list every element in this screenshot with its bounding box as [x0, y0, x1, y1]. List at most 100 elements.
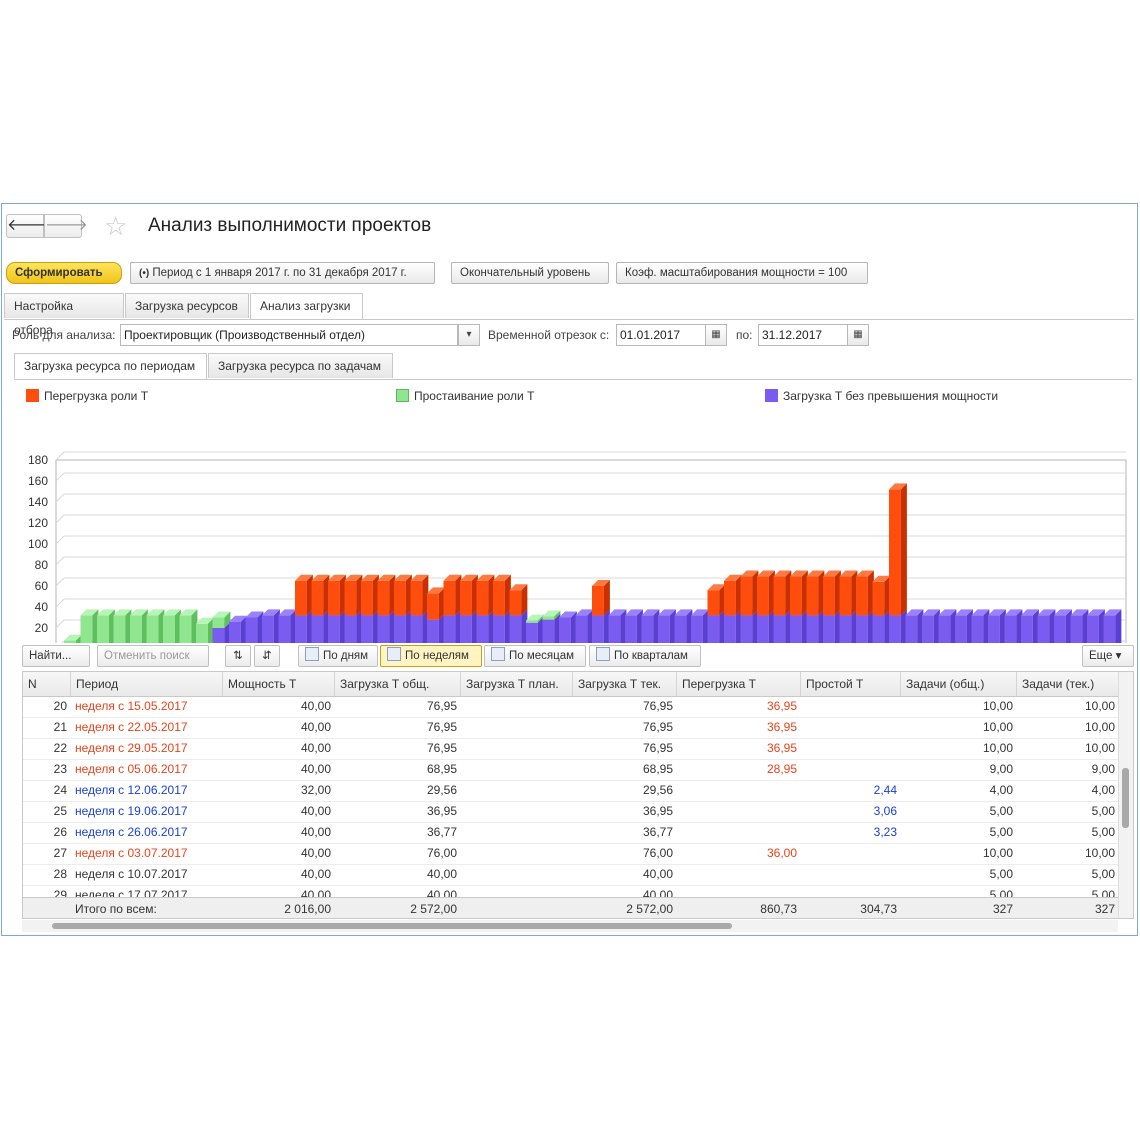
- bar-top: [146, 609, 165, 616]
- table-row[interactable]: 26 неделя с 26.06.2017 40,00 36,77 36,77 3,23…: [23, 822, 1119, 844]
- column-header[interactable]: Перегрузка Т: [677, 672, 801, 696]
- gridline-depth: [55, 472, 65, 482]
- final-level-button[interactable]: Окончательный уровень: [451, 262, 609, 284]
- bar-segment: [212, 617, 225, 628]
- tab-load-analysis[interactable]: Анализ загрузки: [250, 293, 363, 319]
- by-days-button[interactable]: По дням: [298, 645, 378, 667]
- bar-side: [587, 609, 594, 643]
- bar-top: [1087, 609, 1105, 616]
- table-cell: 24: [53, 783, 67, 797]
- tab-load-by-periods[interactable]: Загрузка ресурса по периодам: [14, 353, 207, 379]
- page-title: Анализ выполнимости проектов: [148, 215, 432, 236]
- bar-segment: [427, 593, 439, 620]
- bar-segment: [641, 615, 654, 643]
- table-cell: [461, 696, 573, 717]
- table-row[interactable]: 27 неделя с 03.07.2017 40,00 76,00 76,00 36,0…: [23, 843, 1119, 865]
- column-header[interactable]: Загрузка Т тек.: [573, 672, 677, 696]
- bar-segment: [608, 615, 621, 643]
- bar-side: [207, 617, 214, 643]
- column-header[interactable]: Период: [71, 672, 223, 696]
- column-header[interactable]: Мощность Т: [223, 672, 335, 696]
- horizontal-scrollbar[interactable]: [22, 920, 1118, 932]
- role-select[interactable]: Проектировщик (Производственный отдел): [120, 324, 458, 346]
- date-from-input[interactable]: 01.01.2017: [616, 324, 706, 346]
- calendar-icon: [387, 647, 401, 661]
- column-header[interactable]: Задачи (тек.): [1017, 672, 1119, 696]
- bar-segment: [740, 576, 753, 616]
- table-row[interactable]: 22 неделя с 29.05.2017 40,00 76,95 76,95 36,9…: [23, 738, 1119, 760]
- by-months-button[interactable]: По месяцам: [484, 645, 586, 667]
- bar-segment: [394, 615, 406, 643]
- bar-top: [476, 574, 495, 581]
- calendar-icon[interactable]: ▦: [705, 324, 727, 346]
- table-row[interactable]: 28 неделя с 10.07.2017 40,00 40,00 40,00 5,00…: [23, 864, 1119, 886]
- command-bar: Сформировать (•) Период с 1 января 2017 …: [6, 262, 1126, 286]
- radio-waves-icon: (•): [139, 268, 150, 279]
- table-row[interactable]: 20 неделя с 15.05.2017 40,00 76,95 76,95 36,9…: [23, 696, 1119, 718]
- date-to-input[interactable]: 31.12.2017: [758, 324, 848, 346]
- table-row[interactable]: 23 неделя с 05.06.2017 40,00 68,95 68,95 28,9…: [23, 759, 1119, 781]
- bar-segment: [773, 576, 786, 616]
- back-button[interactable]: 🡐: [6, 214, 50, 238]
- bar-segment: [658, 615, 670, 643]
- by-weeks-button[interactable]: По неделям: [380, 645, 482, 667]
- bar-side: [950, 609, 957, 643]
- bar-top: [1103, 609, 1122, 616]
- bar-segment: [377, 615, 390, 643]
- table-cell: 36,00: [766, 846, 797, 860]
- bar-side: [471, 609, 478, 643]
- chevron-down-icon[interactable]: ▾: [458, 324, 480, 346]
- bar-top: [262, 609, 280, 616]
- bar-segment: [361, 615, 373, 643]
- column-header[interactable]: Загрузка Т план.: [461, 672, 573, 696]
- forward-button[interactable]: 🡒: [44, 214, 88, 238]
- table-cell: [461, 822, 573, 843]
- bar-top: [889, 483, 907, 490]
- interval-label: Временной отрезок с:: [488, 328, 610, 342]
- bar-top: [394, 574, 412, 581]
- to-label: по:: [736, 328, 753, 342]
- table-cell: [801, 738, 901, 759]
- tab-load-by-tasks[interactable]: Загрузка ресурса по задачам: [208, 353, 393, 378]
- column-header[interactable]: N: [23, 672, 71, 696]
- table-row[interactable]: 21 неделя с 22.05.2017 40,00 76,95 76,95 36,9…: [23, 717, 1119, 739]
- table-row[interactable]: 25 неделя с 19.06.2017 40,00 36,95 36,95 3,06…: [23, 801, 1119, 823]
- period-button[interactable]: (•) Период с 1 января 2017 г. по 31 дека…: [130, 262, 435, 284]
- scroll-thumb[interactable]: [52, 923, 732, 929]
- vertical-scrollbar[interactable]: [1118, 672, 1133, 918]
- bar-top: [773, 570, 792, 577]
- bar-top: [559, 611, 577, 618]
- table-row[interactable]: 24 неделя с 12.06.2017 32,00 29,56 29,56 2,44…: [23, 780, 1119, 802]
- table-cell: 10,00: [1084, 699, 1115, 713]
- cancel-search-button[interactable]: Отменить поиск: [97, 645, 209, 667]
- bar-top: [955, 609, 973, 616]
- bar-side: [488, 609, 495, 643]
- table-cell: 20: [53, 699, 67, 713]
- column-header[interactable]: Задачи (общ.): [901, 672, 1017, 696]
- column-header[interactable]: Простой Т: [801, 672, 901, 696]
- bar-segment: [146, 615, 159, 643]
- find-button[interactable]: Найти...: [22, 645, 90, 667]
- bar-top: [196, 617, 214, 624]
- by-quarters-button[interactable]: По кварталам: [589, 645, 701, 667]
- scale-coef-button[interactable]: Коэф. масштабирования мощности = 100: [616, 262, 868, 284]
- favorite-star-icon[interactable]: ☆: [104, 211, 128, 241]
- calendar-icon[interactable]: ▦: [847, 324, 869, 346]
- sort-asc-icon[interactable]: ⇅: [225, 645, 251, 667]
- tab-resource-load[interactable]: Загрузка ресурсов: [125, 293, 249, 318]
- sort-desc-icon[interactable]: ⇵: [254, 645, 280, 667]
- bar-side: [339, 609, 346, 643]
- legend-idle: Простаивание роли Т: [396, 389, 534, 403]
- column-header[interactable]: Загрузка Т общ.: [335, 672, 461, 696]
- table-cell: неделя с 26.06.2017: [75, 825, 188, 839]
- bar-side: [125, 609, 132, 643]
- tab-filter-settings[interactable]: Настройка отбора: [4, 293, 124, 337]
- generate-button[interactable]: Сформировать: [6, 262, 122, 284]
- bar-chart-svg: 180160140120100806040200неделя с 02.01.2…: [28, 451, 1127, 643]
- bar-top: [988, 609, 1006, 616]
- bar-segment: [361, 580, 373, 616]
- bar-top: [97, 609, 115, 616]
- bar-side: [933, 609, 940, 643]
- scroll-thumb[interactable]: [1122, 768, 1129, 828]
- more-button[interactable]: Еще ▾: [1082, 645, 1134, 667]
